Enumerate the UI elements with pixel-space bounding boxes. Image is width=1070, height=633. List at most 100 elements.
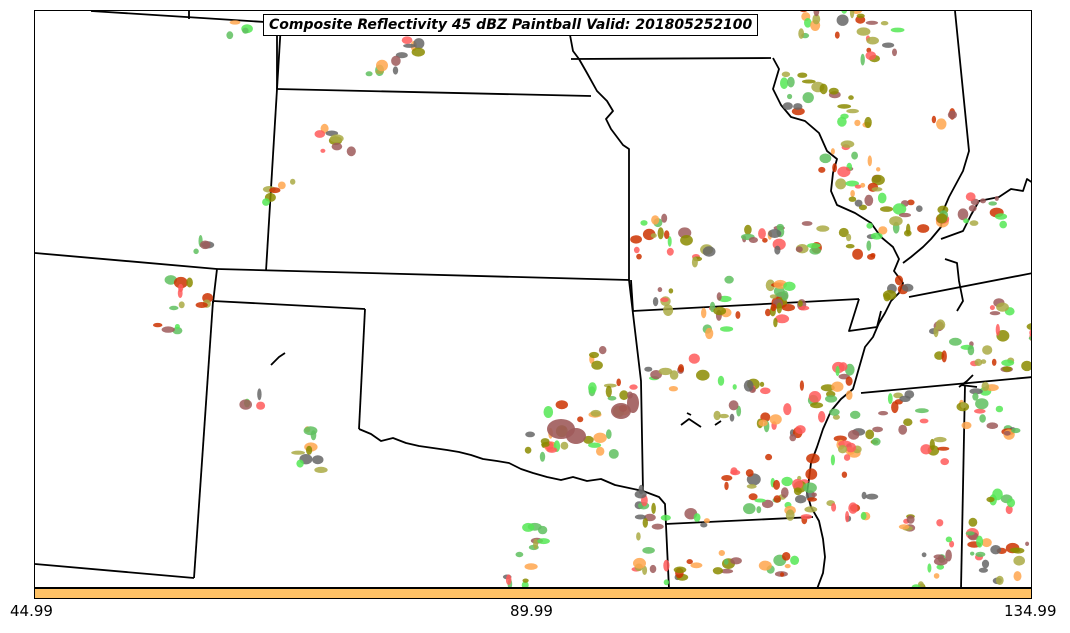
paintball-blob (933, 326, 939, 338)
paintball-blob (583, 435, 594, 444)
paintball-blob (515, 551, 524, 558)
paintball-blob (269, 187, 281, 194)
paintball-blob (730, 557, 742, 565)
paintball-blob (652, 297, 659, 307)
paintball-blob (522, 522, 535, 532)
paintball-blob (947, 110, 958, 120)
paintball-blob (898, 424, 908, 435)
paintball-blob (804, 506, 818, 513)
paintball-blob (785, 509, 795, 521)
paintball-blob (161, 326, 175, 333)
paintball-blob (945, 536, 953, 543)
paintball-blob (871, 187, 883, 192)
paintball-blob (566, 428, 586, 444)
paintball-blob (748, 493, 758, 501)
paintball-blob (603, 383, 617, 388)
paintball-blob (940, 458, 949, 466)
paintball-blob (945, 549, 952, 562)
paintball-blob (758, 228, 766, 240)
paintball-blob (902, 283, 914, 292)
paintball-blob (892, 48, 897, 57)
paintball-blob (256, 401, 266, 410)
paintball-blob (825, 395, 838, 403)
paintball-blob (807, 497, 818, 502)
paintball-blob (999, 220, 1007, 229)
paintball-blob (978, 567, 989, 573)
paintball-blob (986, 496, 995, 503)
paintball-blob (976, 535, 984, 548)
paintball-blob (989, 305, 995, 311)
paintball-blob (795, 246, 803, 253)
paintball-blob (761, 499, 774, 509)
paintball-blob (703, 518, 710, 524)
reflectivity-paintballs (153, 11, 1031, 587)
paintball-blob (906, 515, 915, 524)
paintball-blob (756, 506, 762, 514)
paintball-blob (696, 369, 710, 381)
paintball-blob (801, 221, 813, 226)
paintball-blob (880, 21, 889, 26)
paintball-blob (894, 275, 904, 286)
paintball-blob (262, 198, 270, 206)
paintball-blob (633, 246, 640, 254)
paintball-blob (291, 450, 305, 455)
paintball-blob (871, 174, 885, 186)
paintball-blob (642, 547, 655, 554)
paintball-blob (831, 381, 844, 392)
paintball-blob (936, 519, 944, 527)
paintball-blob (589, 351, 599, 359)
paintball-blob (801, 79, 816, 84)
paintball-blob (933, 573, 940, 579)
paintball-blob (724, 275, 734, 284)
paintball-blob (1025, 541, 1030, 546)
paintball-blob (668, 288, 674, 294)
paintball-blob (804, 18, 812, 28)
paintball-blob (798, 28, 805, 39)
paintball-blob (543, 406, 554, 418)
paintball-blob (797, 72, 808, 78)
paintball-blob (776, 302, 782, 314)
paintball-blob (413, 38, 425, 49)
paintball-blob (395, 52, 408, 59)
paintball-blob (921, 552, 927, 558)
paintball-blob (837, 104, 852, 109)
paintball-blob (866, 240, 872, 251)
paintball-blob (773, 317, 778, 328)
paintball-blob (1021, 360, 1031, 372)
paintball-blob (845, 390, 853, 401)
colorbar-tick-min: 44.99 (10, 602, 53, 620)
paintball-blob (591, 360, 603, 370)
paintball-blob (995, 575, 1004, 586)
paintball-blob (865, 493, 879, 500)
paintball-blob (995, 405, 1004, 413)
paintball-blob (678, 364, 684, 373)
colorbar-tick-max: 134.99 (1004, 602, 1057, 620)
paintball-blob (320, 148, 326, 153)
paintball-blob (735, 311, 741, 319)
paintball-blob (629, 384, 638, 390)
paintball-blob (588, 442, 602, 448)
paintball-blob (992, 488, 1003, 501)
paintball-blob (793, 487, 802, 496)
paintball-blob (852, 248, 863, 260)
paintball-blob (837, 116, 847, 127)
paintball-blob (979, 414, 986, 423)
paintball-blob (693, 513, 701, 522)
paintball-blob (860, 511, 867, 520)
paintball-blob (795, 425, 806, 435)
paintball-blob (838, 227, 849, 238)
paintball-blob (411, 47, 425, 57)
paintball-blob (847, 429, 860, 440)
paintball-blob (664, 230, 670, 240)
paintball-blob (505, 574, 512, 585)
paintball-blob (949, 540, 955, 548)
paintball-blob (872, 426, 883, 433)
paintball-blob (845, 363, 855, 376)
paintball-blob (845, 511, 850, 523)
paintball-blob (960, 402, 967, 409)
paintball-blob (856, 13, 865, 19)
paintball-blob (723, 558, 729, 565)
paintball-blob (663, 304, 674, 317)
paintball-blob (720, 568, 734, 574)
paintball-blob (605, 385, 612, 398)
